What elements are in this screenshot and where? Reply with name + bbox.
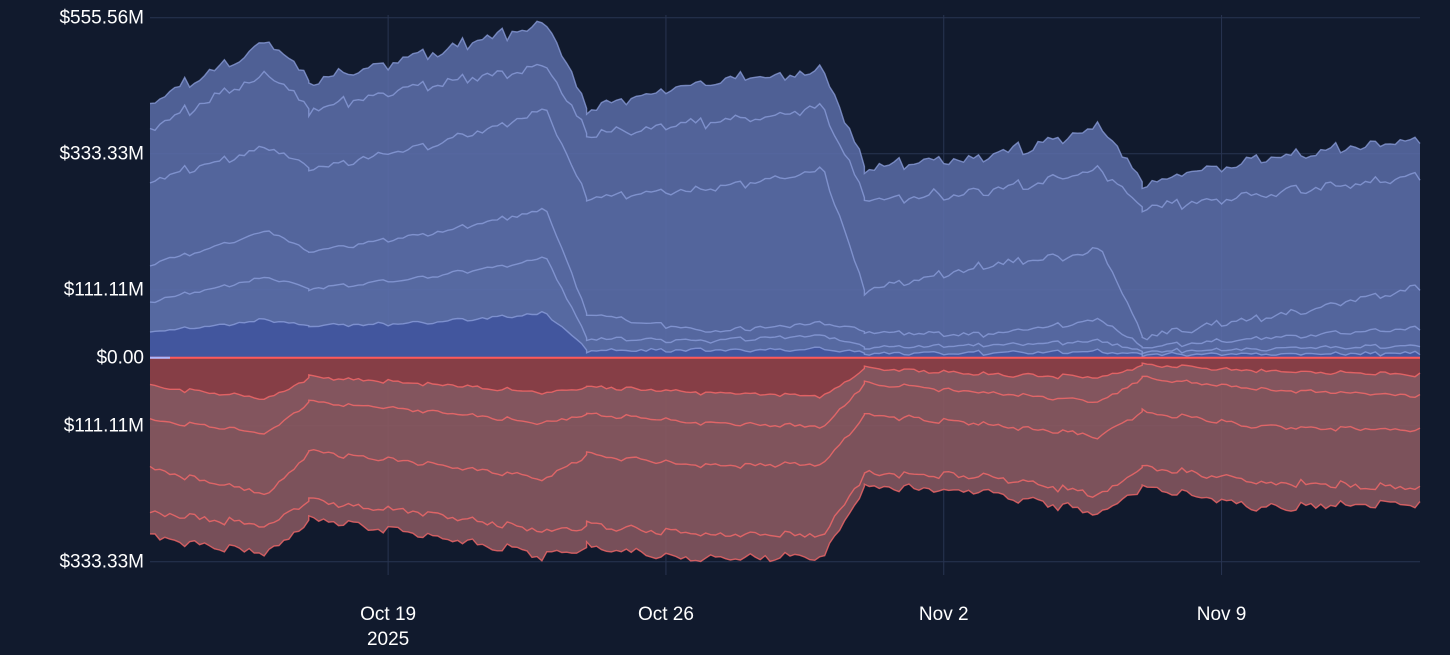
y-tick-label: $555.56M [59, 8, 144, 29]
x-tick-sublabel: 2025 [367, 629, 409, 650]
series-layer [149, 20, 1421, 563]
negative-series-line [149, 375, 1421, 435]
positive-series-line [149, 20, 1421, 190]
negative-series-line [149, 483, 1421, 563]
y-tick-label: $333.33M [59, 144, 144, 165]
positive-series-line [149, 108, 1421, 341]
negative-series-area [150, 357, 1420, 538]
y-tick-label: $111.11M [64, 416, 144, 437]
negative-series-line [149, 407, 1421, 496]
negative-series-line [149, 362, 1421, 401]
x-tick-label: Nov 9 [1197, 604, 1247, 625]
positive-series-line [149, 256, 1421, 355]
positive-series-line [149, 310, 1421, 358]
positive-series-area [150, 64, 1420, 358]
positive-series-line [149, 63, 1421, 213]
positive-series-area [150, 109, 1420, 358]
negative-series-area [150, 357, 1420, 495]
axis-layer: $555.56M $333.33M $111.11M $0.00 $111.11M $33… [59, 8, 1246, 650]
y-tick-label: $0.00 [96, 348, 144, 369]
x-tick-label: Nov 2 [919, 604, 969, 625]
negative-series-line [149, 464, 1421, 538]
y-tick-label: $333.33M [59, 552, 144, 573]
positive-series-line [149, 207, 1421, 349]
y-tick-label: $111.11M [64, 280, 144, 301]
positive-series-area [150, 311, 1420, 358]
x-tick-label: Oct 19 [360, 604, 416, 625]
negative-series-area [150, 357, 1420, 562]
positive-series-area [150, 257, 1420, 358]
x-tick-label: Oct 26 [638, 604, 694, 625]
negative-series-area [150, 357, 1420, 400]
